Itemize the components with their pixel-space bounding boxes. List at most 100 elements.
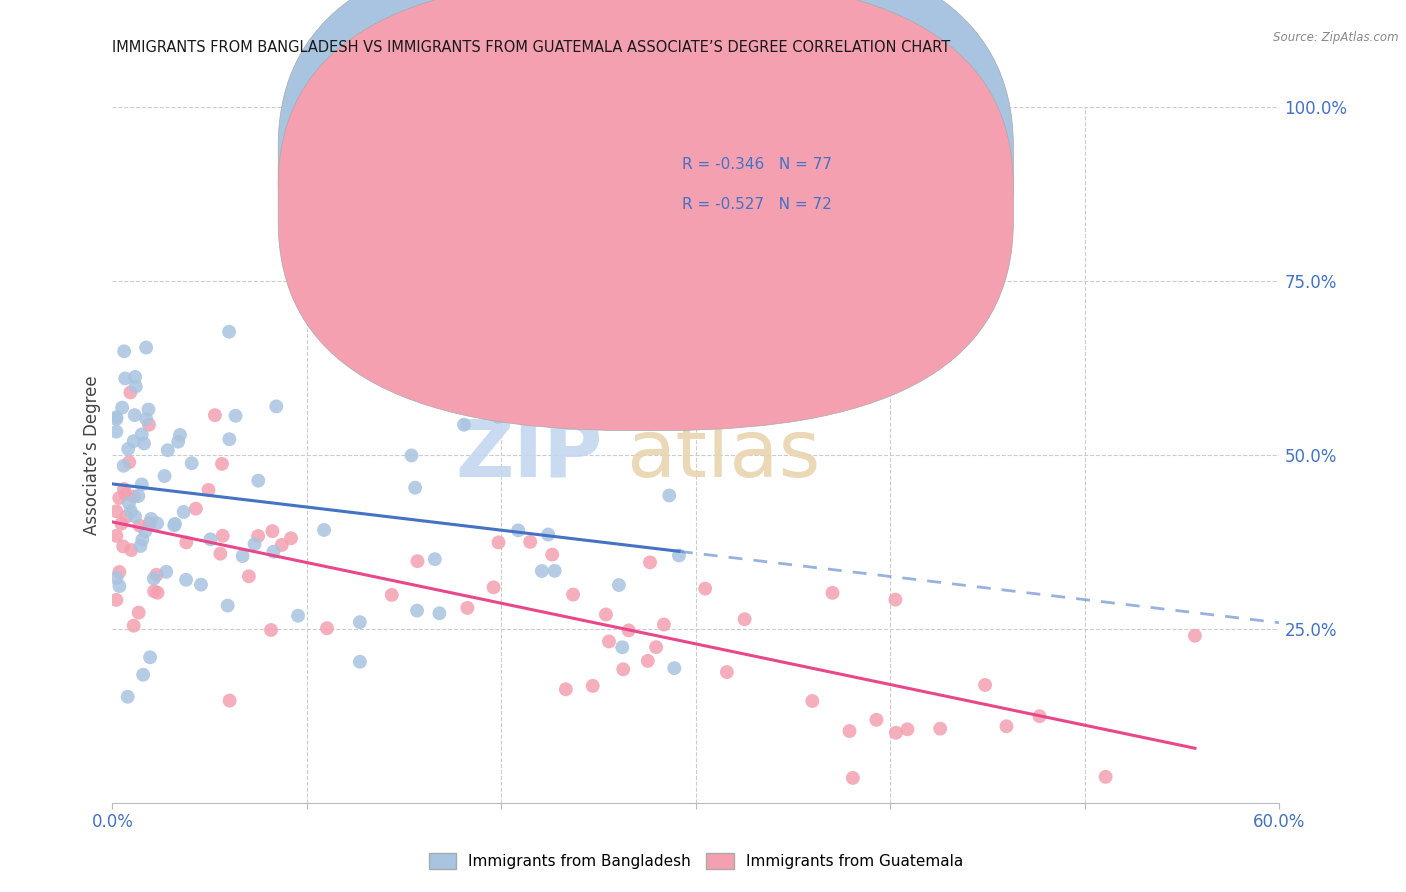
Point bbox=[118, 496, 141, 510]
Point bbox=[668, 549, 690, 563]
Point bbox=[114, 371, 136, 385]
Point bbox=[117, 442, 139, 456]
Point bbox=[134, 524, 156, 539]
Point bbox=[122, 618, 145, 632]
Point bbox=[560, 326, 582, 340]
FancyBboxPatch shape bbox=[278, 0, 1014, 431]
Point bbox=[232, 549, 254, 563]
Point bbox=[247, 529, 270, 543]
Point bbox=[173, 505, 195, 519]
Point bbox=[598, 634, 620, 648]
Point bbox=[270, 538, 292, 552]
Point bbox=[929, 722, 952, 736]
Y-axis label: Associate’s Degree: Associate’s Degree bbox=[83, 376, 101, 534]
Point bbox=[612, 662, 634, 676]
Point bbox=[122, 490, 145, 504]
Point bbox=[120, 543, 142, 558]
Point bbox=[135, 341, 157, 355]
Point bbox=[153, 469, 176, 483]
Point bbox=[105, 504, 128, 518]
Point bbox=[163, 516, 186, 531]
Text: IMMIGRANTS FROM BANGLADESH VS IMMIGRANTS FROM GUATEMALA ASSOCIATE’S DEGREE CORRE: IMMIGRANTS FROM BANGLADESH VS IMMIGRANTS… bbox=[112, 40, 950, 55]
Text: atlas: atlas bbox=[626, 416, 820, 494]
Point bbox=[287, 608, 309, 623]
Point bbox=[404, 481, 426, 495]
Point bbox=[145, 567, 167, 582]
Point bbox=[645, 640, 668, 654]
Point bbox=[184, 501, 207, 516]
Point bbox=[995, 719, 1018, 733]
Text: R = -0.527   N = 72: R = -0.527 N = 72 bbox=[682, 197, 832, 212]
Point bbox=[124, 370, 146, 384]
Point bbox=[139, 650, 162, 665]
Point bbox=[530, 564, 553, 578]
Point bbox=[146, 585, 169, 599]
Point bbox=[209, 547, 232, 561]
Point bbox=[131, 533, 153, 547]
Text: ZIP: ZIP bbox=[456, 416, 603, 494]
Point bbox=[695, 582, 717, 596]
Point bbox=[200, 533, 222, 547]
Point bbox=[146, 516, 169, 531]
Point bbox=[105, 410, 128, 425]
Point bbox=[1028, 709, 1050, 723]
Point bbox=[838, 724, 860, 739]
Point bbox=[842, 771, 865, 785]
Point bbox=[541, 548, 564, 562]
Point bbox=[128, 518, 150, 533]
Point bbox=[124, 408, 146, 422]
Point bbox=[734, 612, 756, 626]
Point bbox=[118, 455, 141, 469]
Point bbox=[108, 579, 131, 593]
Point bbox=[266, 400, 288, 414]
Point bbox=[204, 408, 226, 422]
Point bbox=[316, 621, 339, 635]
Point bbox=[132, 436, 155, 450]
Point bbox=[135, 412, 157, 426]
Point bbox=[595, 607, 617, 622]
Point bbox=[211, 529, 233, 543]
Point bbox=[110, 516, 132, 531]
Point bbox=[131, 427, 153, 442]
Point bbox=[263, 544, 285, 558]
Point bbox=[138, 402, 160, 417]
Point bbox=[132, 667, 155, 681]
Point bbox=[174, 535, 197, 549]
Point bbox=[488, 535, 510, 549]
Point bbox=[131, 477, 153, 491]
Point bbox=[456, 601, 478, 615]
Point bbox=[218, 432, 240, 446]
Point bbox=[582, 679, 605, 693]
Point bbox=[112, 458, 135, 473]
Point bbox=[155, 565, 177, 579]
Point bbox=[127, 489, 149, 503]
Point bbox=[128, 606, 150, 620]
Point bbox=[143, 584, 166, 599]
Point bbox=[612, 640, 634, 655]
Legend: Immigrants from Bangladesh, Immigrants from Guatemala: Immigrants from Bangladesh, Immigrants f… bbox=[422, 847, 970, 875]
Point bbox=[884, 592, 907, 607]
Point bbox=[349, 615, 371, 629]
Point bbox=[112, 482, 135, 496]
Point bbox=[486, 409, 509, 424]
Point bbox=[115, 509, 138, 524]
Point bbox=[508, 524, 530, 538]
Point bbox=[406, 604, 429, 618]
Point bbox=[243, 537, 266, 551]
Point bbox=[124, 509, 146, 524]
Point bbox=[312, 523, 335, 537]
Point bbox=[652, 617, 675, 632]
Point bbox=[1184, 629, 1206, 643]
Point bbox=[537, 527, 560, 541]
Point bbox=[114, 487, 136, 501]
Point bbox=[884, 725, 907, 739]
Point bbox=[434, 392, 457, 406]
Text: R = -0.346   N = 77: R = -0.346 N = 77 bbox=[682, 157, 832, 171]
Point bbox=[865, 713, 887, 727]
Point bbox=[896, 723, 918, 737]
Point bbox=[218, 693, 240, 707]
Point bbox=[139, 512, 162, 526]
Point bbox=[716, 665, 738, 679]
Point bbox=[169, 428, 191, 442]
Point bbox=[111, 401, 134, 415]
